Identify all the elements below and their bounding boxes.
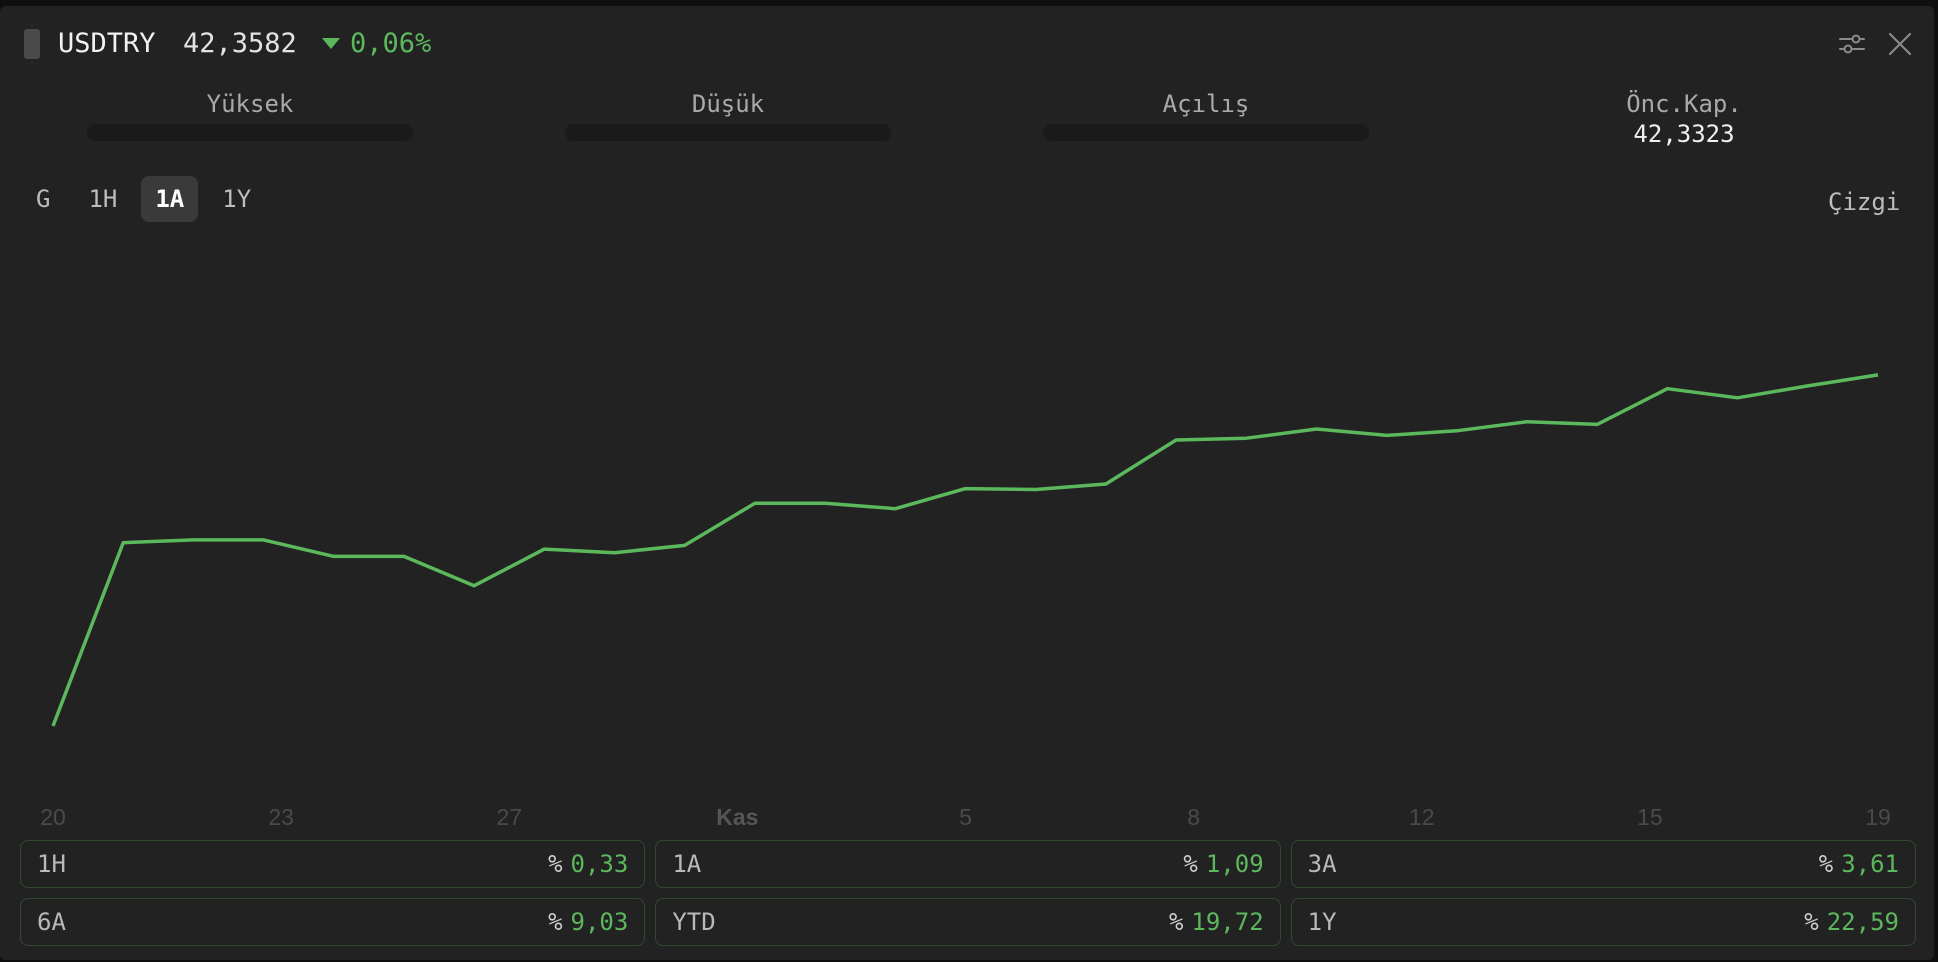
loading-placeholder bbox=[565, 124, 891, 141]
percent-sign: % bbox=[548, 850, 563, 878]
performance-grid: 1H % 0,33 1A % 1,09 3A % 3,61 6A % 9,03 YTD … bbox=[20, 840, 1916, 946]
price-chart: 20 23 27 Kas 5 8 12 15 19 bbox=[40, 373, 1891, 830]
perf-label: 6A bbox=[37, 908, 66, 936]
period-tabs: G 1H 1A 1Y bbox=[22, 176, 275, 222]
perf-value: 22,59 bbox=[1826, 908, 1899, 936]
perf-card-1y: 1Y % 22,59 bbox=[1290, 898, 1916, 946]
tab-period-1y[interactable]: 1Y bbox=[222, 185, 252, 213]
percent-sign: % bbox=[548, 908, 563, 936]
stat-value: 42,3323 bbox=[1633, 120, 1735, 148]
perf-label: 1H bbox=[37, 850, 66, 878]
percent-sign: % bbox=[1818, 850, 1834, 878]
x-axis: 20 23 27 Kas 5 8 12 15 19 bbox=[40, 804, 1891, 830]
x-tick-label: 19 bbox=[1865, 804, 1891, 830]
stat-prev-close: Önc.Kap. 42,3323 bbox=[1514, 90, 1854, 148]
perf-card-6a: 6A % 9,03 bbox=[20, 898, 646, 946]
perf-value: 1,09 bbox=[1205, 850, 1264, 878]
symbol-name: USDTRY bbox=[58, 28, 156, 59]
stat-label: Düşük bbox=[691, 90, 765, 118]
percent-sign: % bbox=[1168, 908, 1184, 936]
stat-open: Açılış bbox=[1036, 90, 1376, 141]
sliders-icon bbox=[1839, 34, 1865, 54]
drag-handle-icon[interactable] bbox=[24, 29, 40, 59]
perf-value: 19,72 bbox=[1191, 908, 1264, 936]
x-tick-label: 15 bbox=[1637, 804, 1663, 830]
x-tick-label: 23 bbox=[268, 804, 294, 830]
x-tick-label: Kas bbox=[716, 804, 758, 830]
perf-card-ytd: YTD % 19,72 bbox=[655, 898, 1281, 946]
stat-label: Yüksek bbox=[206, 90, 294, 118]
x-tick-label: 12 bbox=[1409, 804, 1435, 830]
perf-label: 1Y bbox=[1307, 908, 1337, 936]
close-button[interactable] bbox=[1882, 26, 1918, 62]
settings-button[interactable] bbox=[1834, 26, 1870, 62]
stat-high: Yüksek bbox=[80, 90, 420, 141]
x-tick-label: 20 bbox=[40, 804, 66, 830]
perf-label: 3A bbox=[1307, 850, 1337, 878]
price-change-value: 0,06% bbox=[350, 28, 432, 59]
tab-period-1a[interactable]: 1A bbox=[141, 176, 199, 222]
perf-value: 9,03 bbox=[570, 908, 629, 936]
perf-card-1h: 1H % 0,33 bbox=[20, 840, 646, 888]
perf-value: 3,61 bbox=[1841, 850, 1899, 878]
perf-value: 0,33 bbox=[570, 850, 629, 878]
perf-card-3a: 3A % 3,61 bbox=[1290, 840, 1916, 888]
close-icon bbox=[1888, 32, 1912, 56]
perf-label: 1A bbox=[672, 850, 702, 878]
chart-type-button[interactable]: Çizgi bbox=[1828, 188, 1901, 216]
percent-sign: % bbox=[1183, 850, 1198, 878]
quote-widget: USDTRY 42,3582 0,06% bbox=[0, 6, 1934, 960]
percent-sign: % bbox=[1804, 908, 1819, 936]
stat-low: Düşük bbox=[558, 90, 898, 141]
tab-period-1h[interactable]: 1H bbox=[88, 185, 118, 213]
x-tick-label: 5 bbox=[959, 804, 972, 830]
x-tick-label: 27 bbox=[496, 804, 522, 830]
perf-card-1a: 1A % 1,09 bbox=[655, 840, 1281, 888]
loading-placeholder bbox=[87, 124, 413, 141]
tab-period-g[interactable]: G bbox=[36, 185, 51, 213]
x-tick-label: 8 bbox=[1187, 804, 1200, 830]
stat-label: Önc.Kap. bbox=[1626, 90, 1742, 118]
stat-label: Açılış bbox=[1162, 90, 1250, 118]
last-price: 42,3582 bbox=[183, 28, 297, 59]
loading-placeholder bbox=[1043, 124, 1369, 141]
price-line bbox=[51, 373, 1879, 727]
widget-header: USDTRY 42,3582 0,06% bbox=[0, 6, 1934, 86]
price-change: 0,06% bbox=[322, 28, 431, 59]
caret-down-icon bbox=[322, 38, 340, 49]
perf-label: YTD bbox=[672, 908, 716, 936]
